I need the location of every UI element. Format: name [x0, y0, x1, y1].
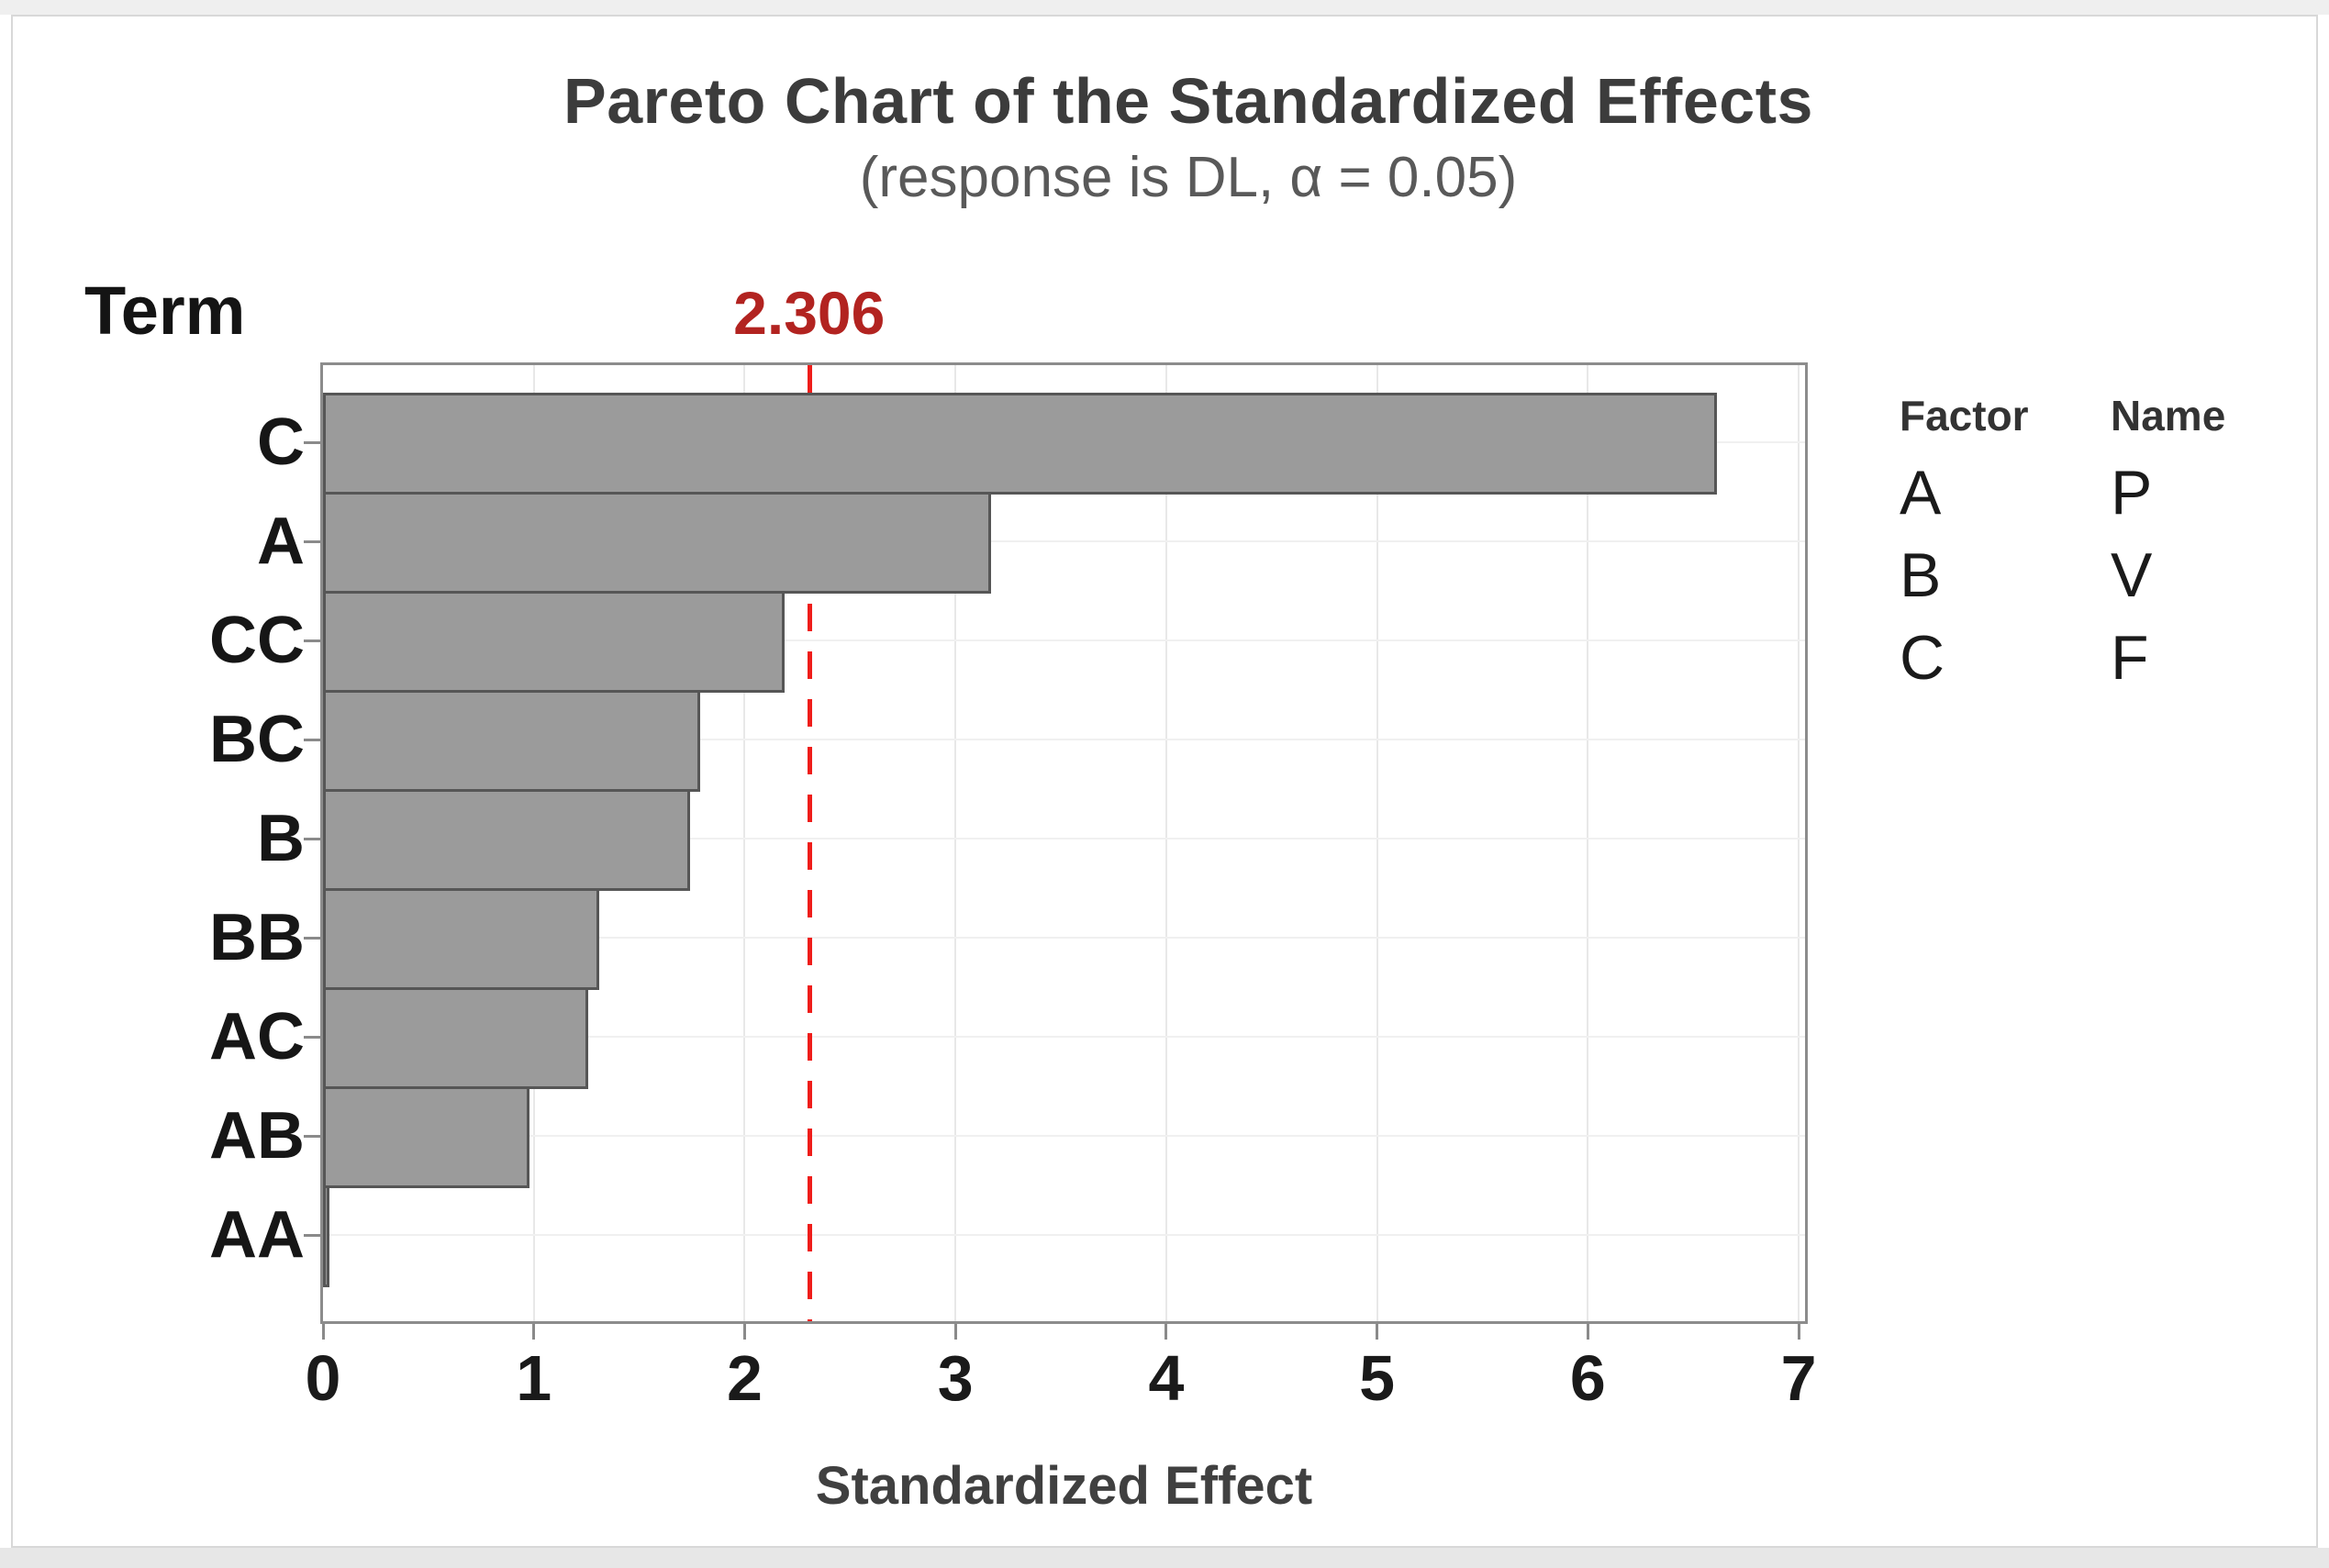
horizontal-gridline [323, 1036, 1805, 1038]
significance-reference-line [807, 365, 812, 1321]
y-tick [304, 1035, 320, 1039]
vertical-gridline [1587, 365, 1589, 1321]
y-tick-label-AB: AB [209, 1099, 305, 1173]
horizontal-gridline [323, 739, 1805, 740]
reference-line-label: 2.306 [733, 279, 886, 347]
y-axis-title: Term [84, 272, 246, 349]
horizontal-gridline [323, 540, 1805, 542]
legend-factor-B: B [1900, 540, 1942, 610]
bar-C [323, 393, 1717, 495]
horizontal-gridline [323, 1135, 1805, 1137]
y-tick [304, 1134, 320, 1138]
x-tick [953, 1324, 957, 1340]
bar-AA [323, 1185, 329, 1287]
x-tick [1586, 1324, 1589, 1340]
x-tick [1376, 1324, 1379, 1340]
plot-inner [323, 365, 1805, 1321]
chart-title: Pareto Chart of the Standardized Effects [563, 65, 1813, 137]
horizontal-gridline [323, 937, 1805, 939]
y-tick [304, 936, 320, 940]
x-tick-label-0: 0 [305, 1342, 341, 1414]
x-tick-label-6: 6 [1569, 1342, 1606, 1414]
y-tick [304, 639, 320, 642]
y-tick [304, 837, 320, 840]
x-tick [742, 1324, 746, 1340]
plot-area [320, 362, 1808, 1324]
x-tick-label-1: 1 [516, 1342, 552, 1414]
vertical-gridline [1798, 365, 1800, 1321]
y-tick-label-AA: AA [209, 1198, 305, 1272]
y-tick-label-CC: CC [209, 604, 305, 677]
legend-name-F: F [2111, 623, 2149, 693]
horizontal-gridline [323, 1234, 1805, 1236]
x-tick-label-5: 5 [1359, 1342, 1396, 1414]
legend-factor-A: A [1900, 458, 1942, 528]
y-tick-label-A: A [257, 505, 305, 578]
bar-CC [323, 591, 786, 693]
y-tick [304, 539, 320, 543]
bar-A [323, 492, 992, 594]
x-tick-label-7: 7 [1780, 1342, 1817, 1414]
y-tick-label-C: C [257, 406, 305, 479]
legend-header-name: Name [2111, 392, 2226, 439]
legend-factor-C: C [1900, 623, 1945, 693]
y-tick [304, 440, 320, 444]
bar-B [323, 789, 690, 891]
bar-AC [323, 987, 589, 1089]
x-tick [532, 1324, 536, 1340]
horizontal-gridline [323, 838, 1805, 840]
legend-name-P: P [2111, 458, 2153, 528]
y-tick-label-B: B [257, 802, 305, 875]
window-edge-bottom [0, 1548, 2329, 1568]
y-tick-label-BC: BC [209, 703, 305, 776]
vertical-gridline [1376, 365, 1378, 1321]
x-axis-title: Standardized Effect [815, 1456, 1313, 1516]
bar-BC [323, 690, 701, 792]
vertical-gridline [954, 365, 957, 1321]
y-tick [304, 1233, 320, 1237]
x-tick-label-3: 3 [937, 1342, 974, 1414]
y-tick-label-AC: AC [209, 1000, 305, 1073]
y-tick-label-BB: BB [209, 901, 305, 974]
x-tick [1797, 1324, 1800, 1340]
vertical-gridline [743, 365, 746, 1321]
horizontal-gridline [323, 639, 1805, 641]
y-tick [304, 738, 320, 741]
bar-AB [323, 1086, 530, 1188]
legend-header-factor: Factor [1900, 392, 2029, 439]
x-tick-label-4: 4 [1148, 1342, 1185, 1414]
window-edge-top [0, 0, 2329, 15]
vertical-gridline [1164, 365, 1167, 1321]
bar-BB [323, 888, 599, 990]
x-tick-label-2: 2 [726, 1342, 763, 1414]
x-tick [321, 1324, 325, 1340]
x-tick [1164, 1324, 1168, 1340]
chart-subtitle: (response is DL, α = 0.05) [859, 146, 1518, 209]
legend-name-V: V [2111, 540, 2153, 610]
